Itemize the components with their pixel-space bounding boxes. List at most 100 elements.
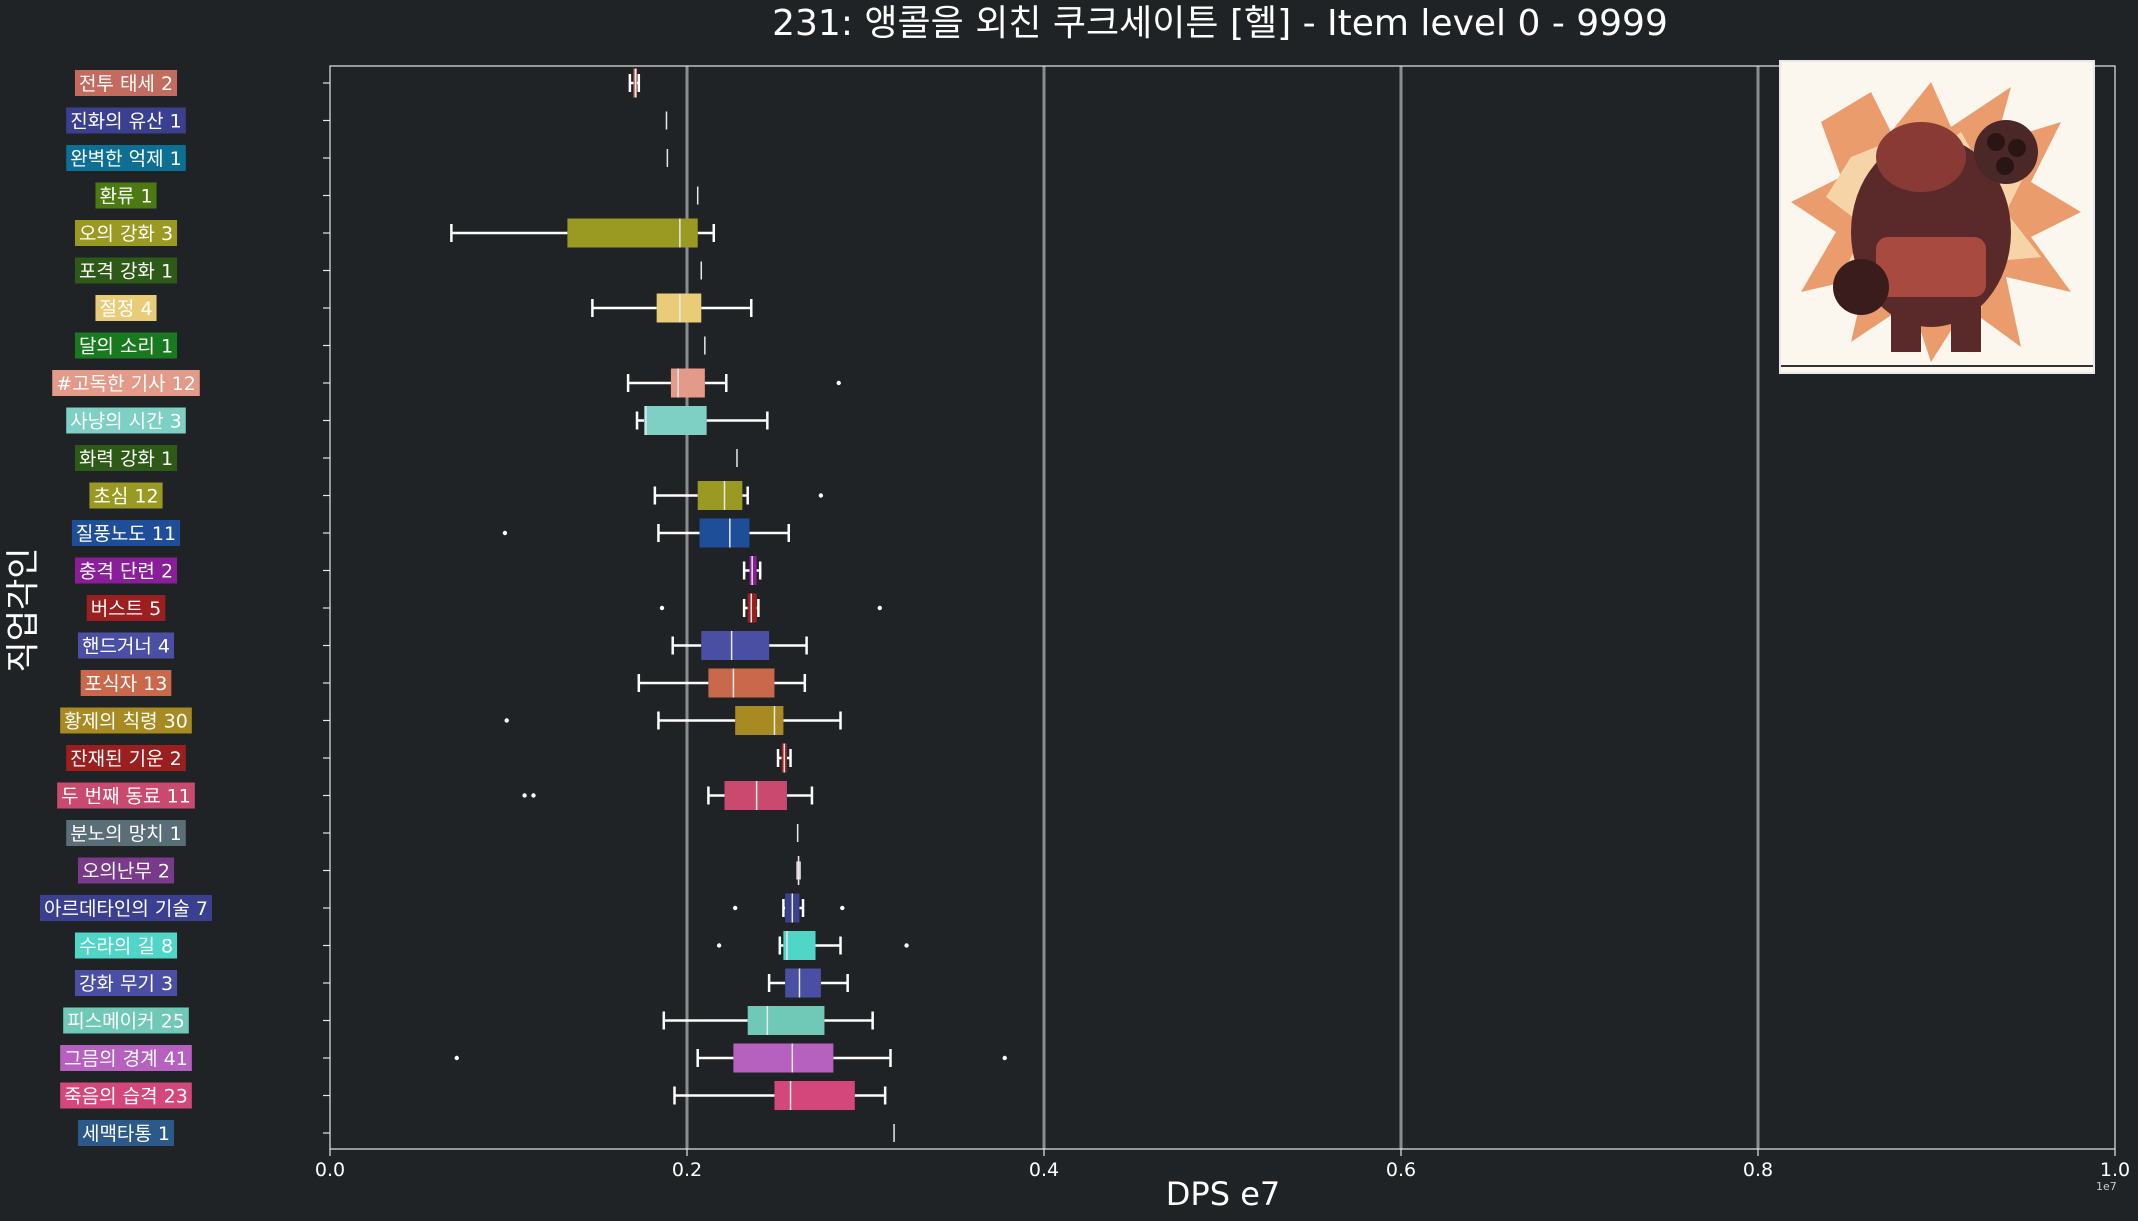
y-tick-label-text: 버스트 5 (91, 598, 162, 620)
y-tick-label-bg (77, 857, 175, 884)
y-tick-label-bg (66, 145, 186, 171)
x-tick-label: 0.0 (315, 1159, 345, 1181)
y-tick-label-bg (74, 220, 178, 246)
y-tick-label-text: 세맥타통 1 (82, 1123, 170, 1145)
y-tick-label-text: 포식자 13 (85, 673, 168, 695)
y-tick-label: 세맥타통 1 (77, 1120, 175, 1146)
y-tick-label-bg (66, 745, 186, 771)
y-tick-label-bg (66, 407, 186, 434)
box-group (454, 1043, 1007, 1073)
outlier-point (818, 493, 824, 498)
outlier-point (502, 530, 508, 536)
box-group (732, 893, 845, 923)
outlier-point (732, 905, 738, 911)
box (670, 368, 705, 398)
y-tick-label: 포식자 13 (80, 670, 172, 696)
box-group (716, 931, 909, 960)
y-tick-label-bg (86, 595, 166, 621)
box-group (637, 668, 807, 698)
y-tick-label: 잔재된 기운 2 (66, 745, 186, 771)
y-tick-label-bg (74, 70, 178, 96)
y-tick-label-text: 그믐의 경계 41 (64, 1048, 188, 1070)
box (567, 218, 698, 248)
box (656, 293, 702, 323)
y-tick-label: #고독한 기사 12 (52, 370, 200, 396)
x-tick-label: 0.4 (1029, 1159, 1059, 1181)
x-tick-label: 0.8 (1743, 1159, 1773, 1181)
y-tick-label-text: 수라의 길 8 (79, 936, 173, 958)
y-axis-label: 직업각인 (3, 547, 44, 673)
box-group (522, 781, 814, 810)
box (747, 593, 757, 623)
y-tick-label: 강화 무기 3 (74, 970, 178, 996)
y-tick-label-text: 아르데타인의 기술 7 (44, 898, 208, 920)
box (733, 1043, 834, 1073)
y-tick-label: 오의난무 2 (77, 857, 175, 884)
y-tick-label-bg (74, 970, 178, 996)
y-tick-label: 오의 강화 3 (74, 220, 178, 246)
y-tick-label: 초심 12 (89, 482, 163, 509)
y-tick-label-bg (66, 107, 186, 134)
y-tick-label: 진화의 유산 1 (66, 107, 186, 134)
outlier-point (454, 1055, 459, 1061)
y-tick-label: 환류 1 (95, 182, 157, 209)
y-tick-label-text: 강화 무기 3 (79, 973, 173, 995)
y-tick-label-bg (95, 295, 157, 321)
x-tick-label: 1.0 (2100, 1159, 2130, 1181)
y-tick-label-bg (89, 482, 163, 509)
y-tick-label-bg (74, 932, 178, 959)
y-tick-label: 분노의 망치 1 (66, 820, 186, 846)
y-tick-label-text: 오의난무 2 (82, 861, 170, 883)
y-tick-label-bg (63, 1007, 189, 1034)
y-tick-label-bg (77, 1120, 175, 1146)
y-tick-label: 완벽한 억제 1 (66, 145, 186, 171)
y-tick-label: 그믐의 경계 41 (60, 1045, 192, 1071)
boss-portrait-icon (1779, 60, 2095, 374)
y-tick-label-bg (60, 1045, 192, 1071)
y-tick-label: 충격 단련 2 (74, 557, 178, 584)
box (699, 518, 750, 548)
box-group (591, 293, 753, 323)
y-tick-label-text: 절정 4 (99, 298, 152, 320)
outlier-point (659, 605, 665, 611)
y-tick-label-bg (74, 332, 178, 359)
outlier-point (504, 718, 509, 723)
scientific-notation: 1e7 (2096, 1180, 2117, 1193)
y-tick-label-bg (60, 707, 192, 734)
box (644, 406, 707, 435)
outlier-point (531, 793, 536, 798)
y-tick-label: 포격 강화 1 (74, 257, 178, 284)
y-tick-label-bg (74, 557, 178, 584)
box-group (635, 406, 769, 435)
box (749, 556, 757, 585)
box-group (796, 856, 801, 885)
y-tick-label: 버스트 5 (86, 595, 166, 621)
outlier-point (716, 943, 722, 948)
y-tick-label-text: 분노의 망치 1 (70, 823, 182, 845)
y-axis-label-wrap: 직업각인 (0, 500, 44, 720)
box (774, 1081, 855, 1110)
box (708, 668, 775, 698)
box (701, 631, 770, 660)
box-group (659, 593, 882, 623)
y-tick-label: 황제의 칙령 30 (60, 707, 192, 734)
y-tick-label-text: 달의 소리 1 (79, 336, 173, 358)
y-tick-label-text: 핸드거너 4 (82, 636, 170, 658)
y-tick-label-text: 화력 강화 1 (79, 448, 173, 470)
y-tick-label-text: 포격 강화 1 (79, 261, 173, 283)
x-tick-label: 0.2 (672, 1159, 702, 1181)
y-tick-label-text: 질풍노도 11 (76, 523, 176, 545)
y-tick-label-text: #고독한 기사 12 (56, 373, 196, 395)
x-tick-labels: 0.0 0.2 0.4 0.6 0.8 1.0 (315, 1149, 2130, 1181)
y-tick-label: 전투 태세 2 (74, 70, 178, 96)
y-tick-label-text: 황제의 칙령 30 (64, 711, 188, 733)
box-group (671, 631, 808, 660)
box-group (504, 706, 842, 735)
chart-title: 231: 앵콜을 외친 쿠크세이튼 [헬] - Item level 0 - 9… (772, 3, 1668, 44)
box (724, 781, 787, 810)
y-tick-label: 절정 4 (95, 295, 157, 321)
y-tick-label-bg (95, 182, 157, 209)
y-tick-label-bg (57, 782, 195, 809)
box-group (626, 368, 841, 398)
box (697, 481, 743, 510)
